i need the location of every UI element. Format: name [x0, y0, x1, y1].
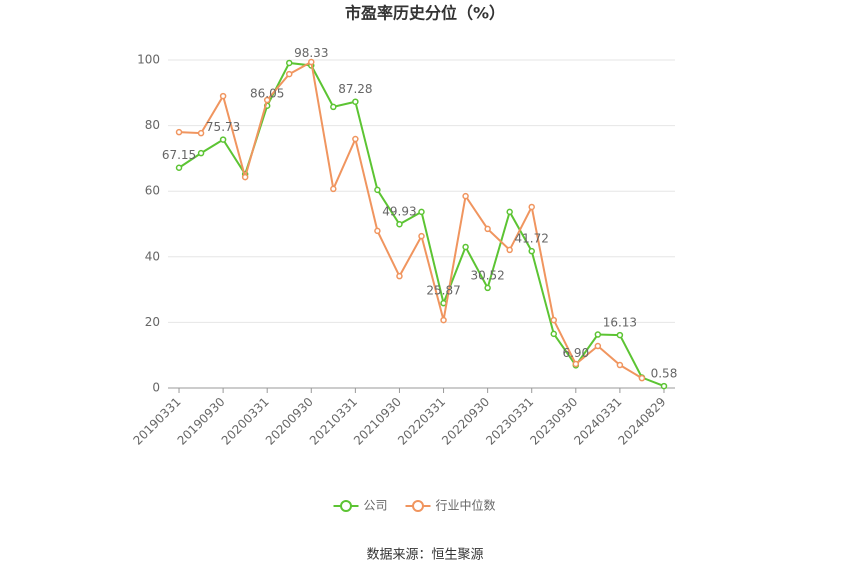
- point: [374, 186, 381, 194]
- data-label: 41.72: [515, 232, 549, 246]
- series-line: [178, 60, 643, 380]
- point: [197, 149, 205, 157]
- data-label: 6.90: [562, 346, 589, 360]
- legend-label: 公司: [364, 499, 388, 513]
- point: [308, 58, 315, 66]
- point: [330, 103, 337, 111]
- point: [462, 192, 469, 200]
- y-tick-label: 80: [145, 118, 160, 132]
- y-tick-label: 0: [152, 381, 160, 395]
- data-label: 86.05: [250, 86, 284, 100]
- data-label: 87.28: [338, 82, 372, 96]
- y-tick-label: 60: [145, 184, 160, 198]
- point: [462, 243, 469, 251]
- data-label: 0.58: [651, 367, 678, 381]
- point: [330, 185, 337, 193]
- point: [616, 331, 624, 339]
- point: [197, 129, 205, 137]
- y-tick-label: 20: [145, 315, 160, 329]
- data-label: 25.87: [426, 284, 460, 298]
- point: [594, 342, 602, 350]
- data-label: 67.15: [162, 148, 196, 162]
- legend-item: 公司: [333, 499, 388, 513]
- point: [506, 246, 513, 254]
- y-tick-label: 40: [145, 249, 160, 263]
- point: [175, 164, 183, 171]
- point: [396, 272, 403, 280]
- x-tick-label: 20240829: [615, 395, 668, 448]
- point: [506, 208, 513, 216]
- point: [484, 225, 491, 233]
- point: [572, 360, 580, 368]
- point: [396, 220, 403, 228]
- point: [418, 232, 425, 240]
- point: [219, 92, 227, 100]
- point: [594, 331, 602, 338]
- legend-label: 行业中位数: [436, 498, 496, 513]
- legend-marker: [412, 500, 424, 512]
- point: [219, 136, 227, 143]
- point: [374, 227, 381, 235]
- point: [263, 96, 271, 104]
- point: [484, 284, 491, 292]
- point: [352, 135, 359, 143]
- legend-item: 行业中位数: [405, 498, 496, 513]
- data-label: 16.13: [603, 316, 637, 330]
- source: 数据来源：恒生聚源: [366, 548, 483, 563]
- y-tick-label: 100: [137, 53, 160, 67]
- point: [550, 316, 558, 324]
- chart-title: 市盈率历史分位（%）: [345, 4, 505, 23]
- point: [285, 59, 293, 67]
- point: [440, 316, 447, 324]
- point: [241, 173, 249, 181]
- data-label: 98.33: [294, 46, 328, 60]
- point: [175, 128, 183, 136]
- data-label: 49.93: [382, 205, 416, 219]
- data-label: 30.52: [470, 268, 504, 282]
- series-line: [178, 61, 665, 388]
- point: [638, 374, 646, 382]
- point: [528, 203, 535, 211]
- data-label: 75.73: [206, 120, 240, 134]
- point: [285, 70, 293, 78]
- point: [352, 98, 359, 105]
- point: [528, 247, 535, 255]
- point: [616, 361, 624, 369]
- point: [418, 208, 425, 216]
- point: [550, 330, 558, 338]
- point: [660, 382, 668, 390]
- legend-marker: [340, 500, 352, 512]
